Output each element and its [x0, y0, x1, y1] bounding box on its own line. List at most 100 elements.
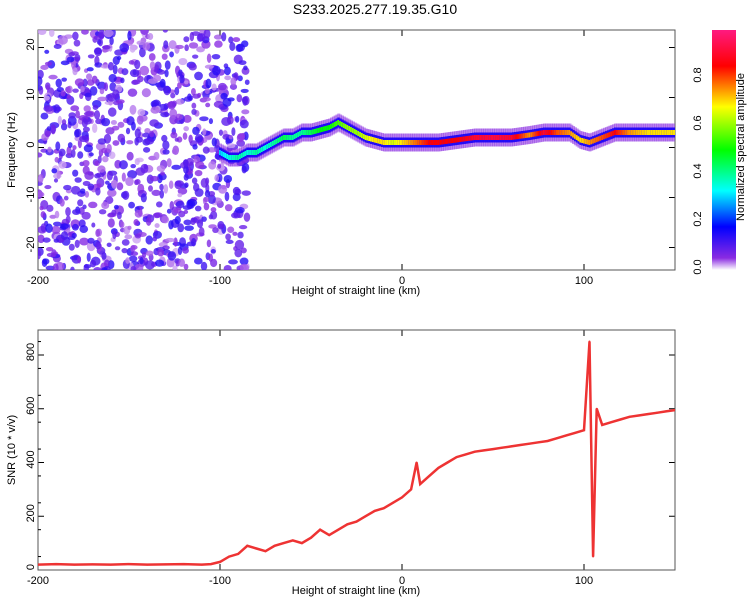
noise-blob: [194, 205, 202, 212]
noise-blob: [175, 98, 185, 105]
snr-point: [674, 409, 675, 412]
noise-blob: [157, 248, 165, 257]
snr-point: [364, 515, 367, 518]
noise-blob: [128, 201, 135, 209]
noise-blob: [115, 99, 125, 104]
ridge-core: [399, 140, 403, 145]
ridge-core: [648, 130, 652, 135]
noise-blob: [126, 116, 135, 126]
noise-blob: [142, 42, 151, 51]
noise-blob: [72, 169, 79, 177]
noise-blob: [43, 105, 54, 112]
noise-blob: [141, 88, 151, 98]
snr-point: [610, 421, 613, 424]
ridge-core: [630, 130, 634, 135]
ridge-core: [668, 130, 672, 135]
ridge-core: [479, 135, 483, 140]
ridge-core: [295, 133, 299, 138]
noise-blob: [107, 189, 117, 197]
ridge-core: [657, 130, 661, 135]
ridge-core: [439, 139, 443, 145]
noise-blob: [44, 185, 52, 190]
noise-blob: [66, 94, 72, 99]
noise-blob: [145, 235, 153, 245]
ridge-core: [322, 126, 326, 132]
noise-blob: [205, 177, 210, 185]
noise-blob: [125, 257, 130, 264]
ridge-core: [497, 135, 501, 140]
noise-blob: [134, 263, 144, 270]
noise-blob: [99, 88, 105, 95]
ridge-core: [624, 130, 628, 135]
noise-blob: [145, 216, 152, 226]
noise-blob: [38, 30, 47, 36]
ridge-core: [513, 134, 517, 140]
noise-blob: [196, 46, 205, 53]
noise-blob: [205, 78, 212, 89]
noise-blob: [38, 76, 43, 86]
noise-blob: [40, 112, 49, 120]
noise-blob: [70, 149, 76, 158]
noise-blob: [108, 151, 116, 159]
noise-blob: [164, 111, 169, 117]
noise-blob: [162, 85, 172, 94]
noise-blob: [134, 158, 140, 166]
ridge-core: [475, 135, 479, 140]
ridge-core: [262, 146, 266, 151]
noise-blob: [214, 174, 220, 182]
noise-blob: [169, 108, 178, 119]
noise-blob: [97, 138, 107, 145]
noise-blob: [192, 126, 200, 136]
noise-blob: [193, 257, 203, 265]
ridge-core: [373, 137, 377, 143]
noise-blob: [73, 39, 81, 47]
noise-blob: [127, 169, 138, 179]
noise-blob: [170, 131, 178, 139]
noise-blob: [232, 186, 241, 196]
noise-blob: [237, 75, 243, 82]
noise-blob: [183, 126, 190, 132]
ridge-core: [359, 132, 363, 137]
noise-blob: [184, 182, 189, 188]
ridge-core: [246, 150, 250, 155]
snr-point: [391, 501, 394, 504]
noise-blob: [83, 105, 91, 113]
noise-blob: [190, 217, 198, 223]
noise-blob: [158, 103, 168, 111]
noise-blob: [229, 41, 236, 51]
ridge-core: [581, 138, 585, 143]
ridge-core: [550, 130, 554, 135]
noise-blob: [70, 51, 79, 56]
noise-blob: [87, 237, 95, 244]
ridge-core: [273, 140, 277, 145]
noise-blob: [70, 266, 75, 270]
noise-blob: [113, 204, 119, 210]
ridge-core: [368, 136, 372, 141]
noise-blob: [134, 59, 141, 70]
noise-blob: [127, 30, 132, 41]
noise-blob: [243, 65, 248, 71]
noise-blob: [154, 64, 160, 72]
ridge-core: [220, 151, 224, 156]
snr-point: [355, 520, 358, 523]
ridge-core: [493, 135, 497, 140]
noise-blob: [74, 129, 80, 138]
ridge-core: [615, 130, 619, 135]
noise-blob: [96, 39, 102, 45]
noise-blob: [126, 151, 134, 161]
snr-point: [346, 523, 349, 526]
ridge-core: [437, 140, 441, 145]
noise-blob: [94, 110, 101, 120]
noise-blob: [241, 109, 250, 115]
ridge-core: [457, 137, 461, 143]
noise-blob: [97, 165, 106, 173]
noise-blob: [122, 190, 130, 200]
noise-blob: [147, 78, 158, 84]
ridge-core: [670, 130, 674, 135]
ridge-core: [610, 131, 614, 137]
noise-blob: [40, 64, 49, 70]
noise-blob: [128, 60, 135, 65]
noise-blob: [206, 53, 212, 63]
noise-blob: [79, 135, 89, 143]
noise-blob: [194, 170, 203, 177]
